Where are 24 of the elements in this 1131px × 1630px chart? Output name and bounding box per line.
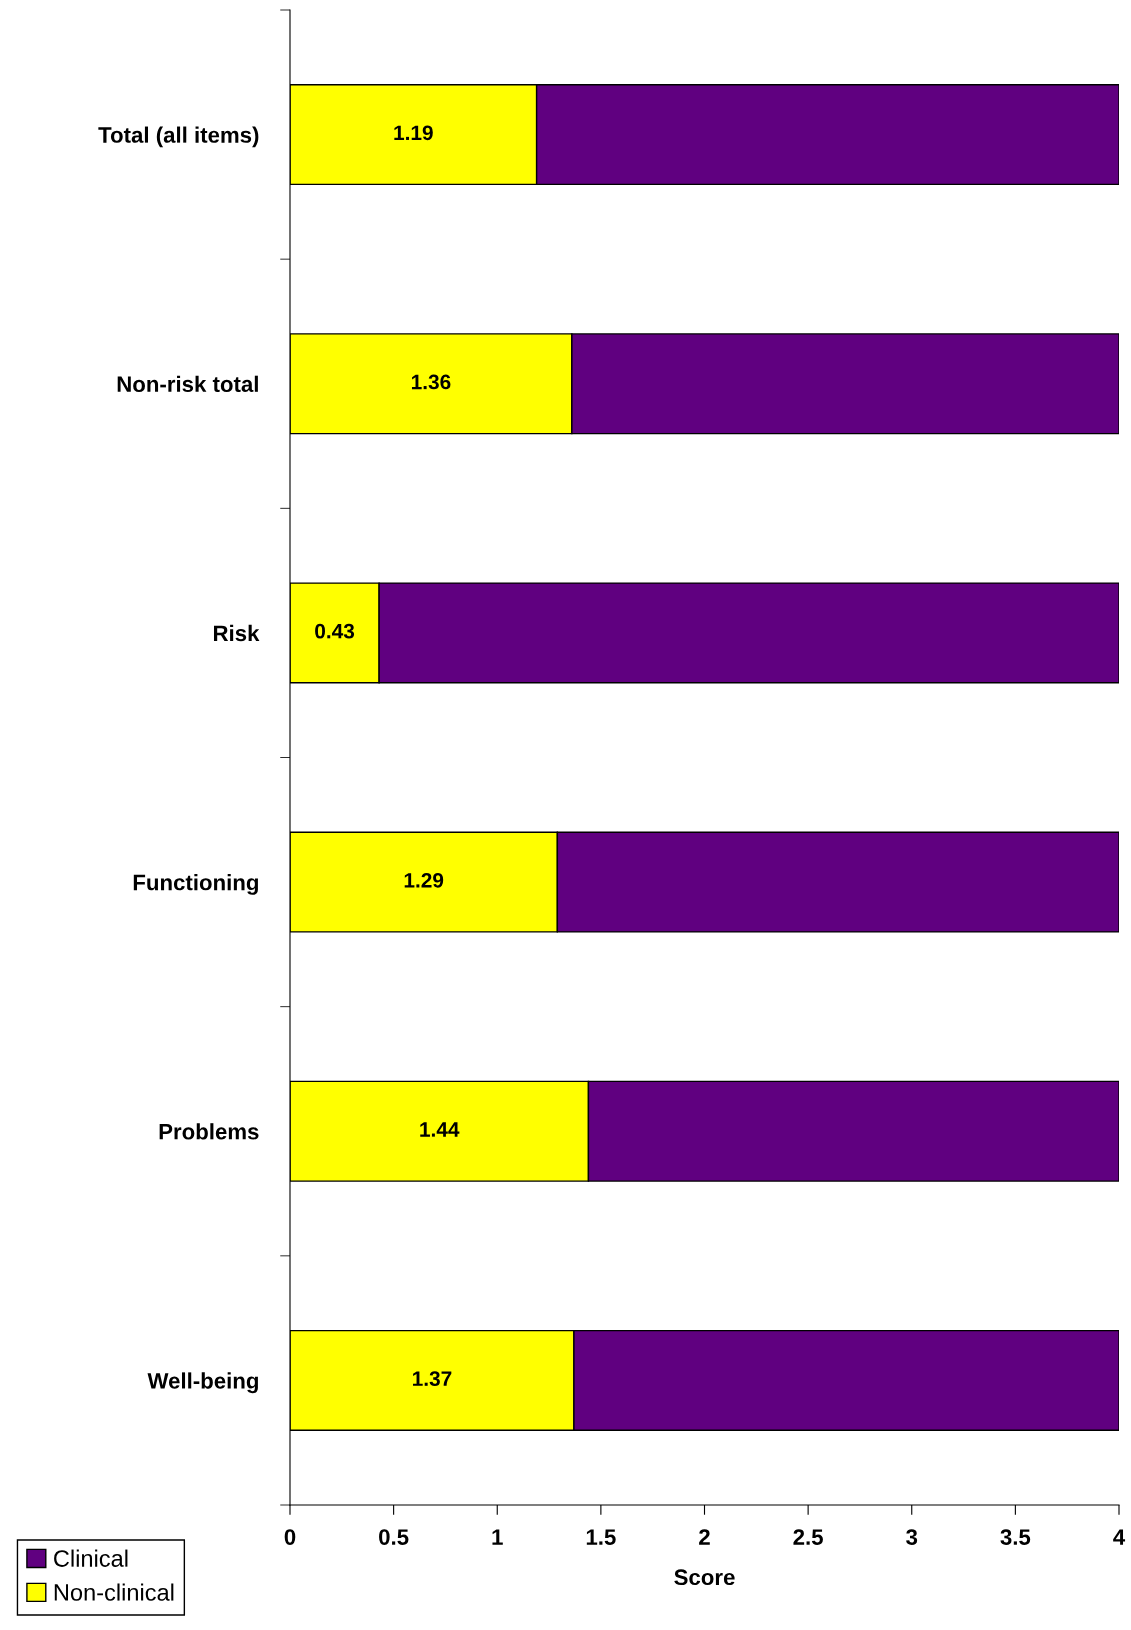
legend-label: Clinical	[54, 1549, 128, 1567]
x-tick-label: 0	[284, 1529, 296, 1545]
y-tick-label: Non-risk total	[117, 375, 258, 393]
x-tick-label: 3	[906, 1529, 918, 1545]
data-label: 1.29	[404, 872, 444, 888]
y-tick-label: Risk	[213, 624, 260, 642]
y-tick-label: Total (all items)	[98, 126, 259, 148]
data-label: 1.44	[420, 1122, 460, 1137]
y-tick-label: Functioning	[133, 874, 258, 895]
y-tick-label: Well-being	[147, 1372, 258, 1394]
x-tick-label: 1	[492, 1529, 503, 1545]
x-tick-label: 2	[699, 1529, 710, 1545]
x-axis-title: Score	[674, 1569, 735, 1586]
y-tick-label: Problems	[159, 1123, 259, 1140]
x-tick-label: 4	[1113, 1529, 1126, 1545]
legend-label: Non-clinical	[54, 1583, 174, 1601]
x-tick-label: 1.5	[586, 1529, 616, 1545]
x-tick-label: 0.5	[379, 1529, 409, 1545]
x-tick-label: 3.5	[1000, 1529, 1031, 1545]
data-label: 1.19	[394, 125, 433, 141]
data-label: 1.36	[411, 374, 451, 390]
data-label: 1.37	[413, 1371, 452, 1387]
x-tick-label: 2.5	[793, 1529, 823, 1545]
data-label: 0.43	[315, 623, 355, 639]
